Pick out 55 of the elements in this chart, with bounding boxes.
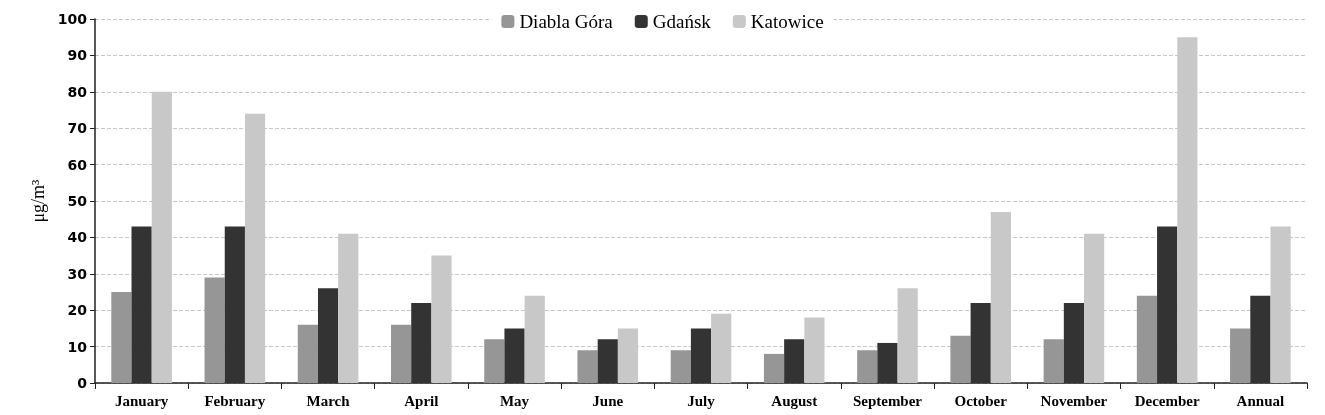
y-tick-label: 100 <box>57 11 88 27</box>
bar <box>1043 339 1064 383</box>
bar <box>1063 302 1085 383</box>
y-tick-label: 10 <box>67 338 88 355</box>
bar <box>411 302 432 383</box>
bar <box>690 328 712 383</box>
bar <box>804 317 825 383</box>
bar <box>970 302 991 383</box>
x-tick-label: October <box>954 392 1008 409</box>
bar <box>1230 328 1251 383</box>
bar <box>857 350 878 383</box>
bar <box>131 226 152 383</box>
x-tick-label: November <box>1040 392 1108 409</box>
legend-label: Gdańsk <box>652 11 712 32</box>
x-tick-label: May <box>499 392 530 409</box>
bar <box>1157 226 1178 383</box>
bar <box>597 339 618 383</box>
legend-label: Katowice <box>750 11 824 32</box>
bar <box>391 324 412 383</box>
bar <box>204 277 225 383</box>
y-tick-label: 70 <box>67 120 88 137</box>
x-tick-label: Annual <box>1236 392 1285 409</box>
bar <box>1250 295 1271 383</box>
x-tick-label: March <box>306 392 351 409</box>
bar <box>577 350 598 383</box>
bar <box>1136 295 1158 383</box>
x-tick-label: December <box>1134 392 1200 409</box>
x-tick-label: January <box>114 392 169 409</box>
bar <box>504 328 525 383</box>
legend-label: Diabla Góra <box>519 11 614 32</box>
y-tick-label: 90 <box>67 47 88 64</box>
y-tick-label: 30 <box>67 265 88 282</box>
y-tick-label: 80 <box>67 83 88 100</box>
y-tick-label: 50 <box>67 193 88 209</box>
bar <box>317 288 339 383</box>
x-tick-label: September <box>852 392 923 409</box>
x-tick-label: April <box>404 392 439 409</box>
bar <box>763 353 785 383</box>
x-tick-label: July <box>687 392 716 409</box>
bar <box>950 335 971 383</box>
x-tick-label: June <box>592 392 624 409</box>
bar <box>784 339 805 383</box>
x-tick-label: February <box>204 392 266 409</box>
bar <box>224 226 245 383</box>
y-axis-title: μg/m³ <box>27 178 48 223</box>
bar <box>877 342 898 383</box>
y-tick-label: 20 <box>67 302 88 319</box>
bar <box>111 292 132 383</box>
y-tick-label: 40 <box>67 229 88 246</box>
bar <box>670 350 691 383</box>
x-tick-label: August <box>771 392 818 409</box>
bar <box>484 339 505 383</box>
bar <box>297 324 318 383</box>
y-tick-label: 0 <box>77 375 88 391</box>
y-tick-label: 60 <box>67 156 88 173</box>
